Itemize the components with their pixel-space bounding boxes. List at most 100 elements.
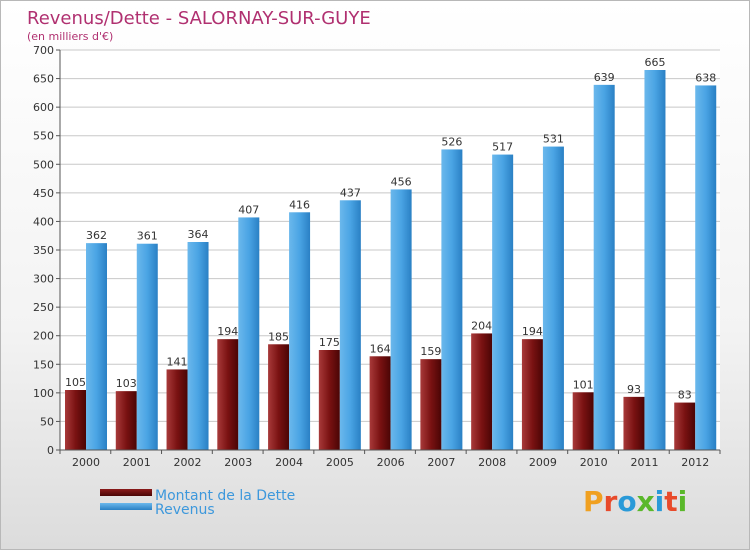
bar-dette: [471, 333, 493, 450]
data-label-revenus: 407: [238, 203, 259, 216]
x-tick-label: 2006: [377, 456, 405, 469]
y-tick-label: 350: [33, 244, 54, 257]
legend-label-dette: Montant de la Dette: [155, 488, 295, 504]
y-tick-label: 0: [47, 444, 54, 457]
y-tick-label: 500: [33, 158, 54, 171]
x-tick-label: 2005: [326, 456, 354, 469]
x-tick-label: 2008: [478, 456, 506, 469]
data-label-revenus: 665: [644, 56, 665, 69]
bar-revenus: [695, 85, 717, 450]
bar-dette: [521, 339, 543, 450]
legend-swatch-dette: [100, 489, 152, 496]
data-label-dette: 159: [420, 345, 441, 358]
y-tick-label: 150: [33, 358, 54, 371]
bar-revenus: [86, 243, 107, 450]
logo-letter: t: [664, 485, 678, 518]
data-label-dette: 101: [573, 378, 594, 391]
data-label-revenus: 531: [543, 133, 564, 146]
legend-swatch-revenus: [100, 503, 152, 510]
bar-dette: [369, 356, 391, 450]
chart-title: Revenus/Dette - SALORNAY-SUR-GUYE: [27, 8, 371, 29]
logo-letter: x: [636, 485, 655, 518]
y-tick-label: 700: [33, 44, 54, 57]
logo-letter: r: [603, 485, 618, 518]
data-label-revenus: 364: [188, 228, 209, 241]
data-label-revenus: 638: [695, 71, 716, 84]
logo-letter: P: [583, 485, 604, 518]
x-tick-label: 2003: [224, 456, 252, 469]
logo-letter: o: [617, 485, 637, 518]
bars: [65, 70, 717, 451]
legend: Montant de la Dette Revenus: [100, 488, 295, 518]
data-label-revenus: 362: [86, 229, 107, 242]
data-label-dette: 93: [627, 383, 641, 396]
data-labels: 105 362 103 361 141 364 194 407 185 416 175 437 164 4…: [65, 56, 716, 402]
bar-revenus: [441, 149, 463, 450]
data-label-dette: 141: [167, 355, 188, 368]
chart-subtitle: (en milliers d'€): [27, 30, 113, 43]
proxiti-logo: Proxiti: [583, 485, 687, 518]
bar-dette: [674, 402, 696, 450]
bar-dette: [217, 339, 239, 450]
data-label-dette: 194: [217, 325, 238, 338]
x-tick-label: 2007: [427, 456, 455, 469]
x-tick-label: 2004: [275, 456, 303, 469]
y-tick-label: 200: [33, 330, 54, 343]
data-label-revenus: 517: [492, 141, 513, 154]
bar-revenus: [238, 217, 260, 450]
bar-dette: [572, 392, 594, 450]
bar-revenus: [644, 70, 666, 450]
data-label-revenus: 639: [594, 71, 615, 84]
bar-revenus: [390, 189, 412, 450]
data-label-dette: 175: [319, 336, 340, 349]
bar-revenus: [289, 212, 311, 450]
data-label-dette: 194: [522, 325, 543, 338]
y-tick-label: 600: [33, 101, 54, 114]
x-tick-label: 2011: [630, 456, 658, 469]
bar-revenus: [339, 200, 361, 450]
y-tick-label: 550: [33, 130, 54, 143]
bar-revenus: [187, 242, 209, 450]
x-tick-label: 2009: [529, 456, 557, 469]
data-label-dette: 204: [471, 319, 492, 332]
bar-dette: [623, 396, 645, 450]
data-label-dette: 185: [268, 330, 289, 343]
y-tick-label: 50: [40, 415, 54, 428]
data-label-dette: 83: [678, 389, 692, 402]
logo-letter: i: [677, 485, 688, 518]
bar-dette: [166, 369, 188, 450]
bar-dette: [65, 390, 86, 450]
logo-letter: i: [654, 485, 665, 518]
data-label-dette: 164: [370, 342, 391, 355]
data-label-dette: 103: [116, 377, 137, 390]
legend-label-revenus: Revenus: [155, 502, 215, 518]
data-label-revenus: 437: [340, 186, 361, 199]
data-label-revenus: 526: [441, 135, 462, 148]
y-tick-label: 250: [33, 301, 54, 314]
bar-revenus: [492, 154, 514, 451]
data-label-dette: 105: [65, 376, 86, 389]
x-tick-label: 2010: [580, 456, 608, 469]
y-tick-label: 400: [33, 215, 54, 228]
bar-revenus: [542, 146, 564, 451]
data-label-revenus: 416: [289, 198, 310, 211]
bar-dette: [268, 344, 290, 450]
x-tick-label: 2001: [123, 456, 151, 469]
x-tick-label: 2000: [72, 456, 100, 469]
y-tick-label: 100: [33, 387, 54, 400]
x-axis: 2000 2001 2002 2003 2004 2005 2006 2007 2008 2009…: [59, 449, 721, 469]
bar-dette: [318, 350, 340, 450]
bar-revenus: [593, 84, 615, 450]
x-tick-label: 2002: [174, 456, 202, 469]
bar-dette: [115, 391, 137, 450]
data-label-revenus: 361: [137, 230, 158, 243]
bar-dette: [420, 359, 442, 450]
y-tick-label: 450: [33, 187, 54, 200]
data-label-revenus: 456: [391, 175, 412, 188]
bar-revenus: [136, 243, 158, 450]
y-axis: 0 50 100 150 200 250 300 350 400 450 500 550 600 650 7…: [33, 44, 61, 457]
y-tick-label: 650: [33, 73, 54, 86]
x-tick-label: 2012: [681, 456, 709, 469]
y-tick-label: 300: [33, 273, 54, 286]
